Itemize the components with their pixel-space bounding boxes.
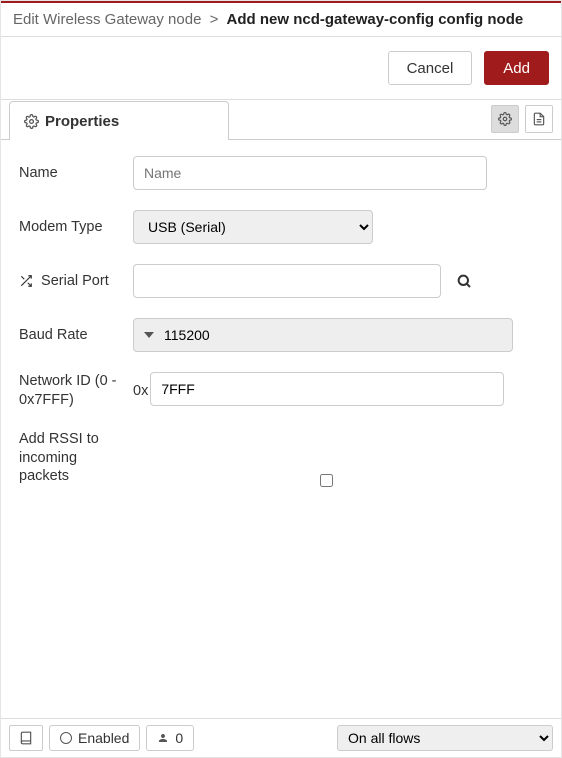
name-input[interactable] bbox=[133, 156, 487, 190]
row-rssi: Add RSSI to incoming packets bbox=[19, 430, 543, 490]
user-icon bbox=[157, 732, 169, 744]
settings-tab-button[interactable] bbox=[491, 105, 519, 133]
breadcrumb-current: Add new ncd-gateway-config config node bbox=[227, 11, 524, 28]
flow-scope-select[interactable]: On all flows bbox=[337, 725, 553, 751]
rssi-checkbox[interactable] bbox=[320, 474, 333, 487]
breadcrumb: Edit Wireless Gateway node > Add new ncd… bbox=[1, 3, 561, 37]
tabs-row: Properties bbox=[1, 100, 561, 140]
tab-properties[interactable]: Properties bbox=[9, 101, 229, 140]
row-network-id: Network ID (0 - 0x7FFF) 0x bbox=[19, 372, 543, 410]
row-modem-type: Modem Type USB (Serial) bbox=[19, 210, 543, 244]
tab-properties-label: Properties bbox=[45, 113, 119, 130]
users-count[interactable]: 0 bbox=[146, 725, 194, 751]
baud-rate-dropdown[interactable]: 115200 bbox=[133, 318, 513, 352]
rssi-checkbox-wrap bbox=[109, 430, 543, 490]
users-count-value: 0 bbox=[175, 730, 183, 746]
library-button[interactable] bbox=[9, 725, 43, 751]
serial-port-input[interactable] bbox=[133, 264, 441, 298]
row-serial-port: Serial Port bbox=[19, 264, 543, 298]
network-id-input[interactable] bbox=[150, 372, 504, 406]
breadcrumb-parent[interactable]: Edit Wireless Gateway node bbox=[13, 11, 201, 28]
caret-down-icon bbox=[144, 330, 154, 340]
book-icon bbox=[19, 731, 33, 745]
form-area: Name Modem Type USB (Serial) bbox=[1, 140, 561, 526]
docs-tab-button[interactable] bbox=[525, 105, 553, 133]
config-panel: Edit Wireless Gateway node > Add new ncd… bbox=[0, 0, 562, 758]
baud-rate-value: 115200 bbox=[164, 327, 210, 343]
serial-port-label-text: Serial Port bbox=[41, 273, 109, 289]
name-label: Name bbox=[19, 165, 133, 181]
serial-port-label: Serial Port bbox=[19, 273, 133, 289]
search-icon bbox=[456, 273, 472, 289]
cancel-button[interactable]: Cancel bbox=[388, 51, 473, 85]
serial-port-search-button[interactable] bbox=[447, 264, 481, 298]
row-name: Name bbox=[19, 156, 543, 190]
serial-port-wrap bbox=[133, 264, 481, 298]
baud-rate-label: Baud Rate bbox=[19, 327, 133, 343]
modem-type-select[interactable]: USB (Serial) bbox=[133, 210, 373, 244]
tab-right-actions bbox=[491, 99, 553, 139]
modem-type-label: Modem Type bbox=[19, 219, 133, 235]
shuffle-icon bbox=[19, 274, 33, 288]
add-button[interactable]: Add bbox=[484, 51, 549, 85]
breadcrumb-separator: > bbox=[210, 11, 219, 28]
action-bar: Cancel Add bbox=[1, 37, 561, 100]
gear-icon bbox=[24, 114, 39, 129]
enabled-label: Enabled bbox=[78, 730, 129, 746]
rssi-label: Add RSSI to incoming packets bbox=[19, 430, 109, 487]
hex-prefix: 0x bbox=[133, 383, 148, 399]
footer: Enabled 0 On all flows bbox=[1, 718, 561, 757]
enabled-toggle[interactable]: Enabled bbox=[49, 725, 140, 751]
circle-icon bbox=[60, 732, 72, 744]
network-id-label: Network ID (0 - 0x7FFF) bbox=[19, 372, 133, 410]
row-baud-rate: Baud Rate 115200 bbox=[19, 318, 543, 352]
